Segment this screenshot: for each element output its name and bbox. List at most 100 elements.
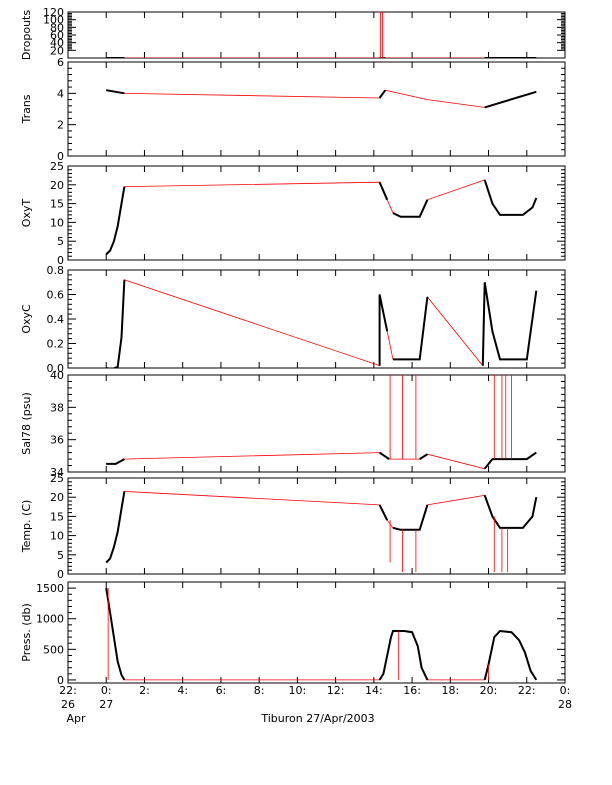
y-tick-label: 10 [50, 530, 64, 543]
panel-frame [67, 11, 566, 59]
y-tick-label: 5 [57, 549, 64, 562]
x-tick-date-label: 26 [61, 698, 75, 711]
x-axis-label: Tiburon 27/Apr/2003 [260, 712, 374, 725]
series-data-line [483, 629, 538, 681]
y-tick-label: 80 [50, 21, 64, 34]
series-data-line [106, 458, 125, 465]
y-axis-label: OxyC [20, 304, 33, 334]
x-tick-month-label: Apr [66, 712, 86, 725]
x-tick-date-label: 28 [558, 698, 572, 711]
series-data-line [481, 282, 538, 366]
y-tick-label: 0.8 [47, 264, 65, 277]
panel-frame [67, 165, 566, 261]
series-data-line [105, 186, 126, 256]
series [106, 279, 538, 368]
y-tick-label: 0 [57, 254, 64, 267]
panel: 0 5 10 15 20 25 OxyT [20, 160, 566, 267]
panel-frame [67, 581, 566, 684]
series-data-line [483, 179, 538, 216]
x-tick-label: 8: [254, 684, 265, 697]
y-tick-label: 120 [43, 6, 64, 19]
y-tick-label: 0 [57, 150, 64, 163]
y-tick-label: 10 [50, 216, 64, 229]
series [106, 375, 537, 470]
panel: 0.0 0.2 0.4 0.6 0.8 OxyC [20, 264, 566, 375]
series-data-line [392, 504, 429, 531]
series-data-line [106, 279, 126, 368]
y-tick-label: 5 [57, 235, 64, 248]
y-tick-label: 38 [50, 401, 64, 414]
series-data-line [419, 453, 428, 460]
y-axis-label: Trans [20, 94, 33, 124]
y-tick-label: 1500 [36, 582, 64, 595]
y-tick-label: 20 [50, 44, 64, 57]
x-tick-date-label: 27 [99, 698, 113, 711]
series-data-line [105, 587, 126, 681]
y-axis-label: Dropouts [20, 10, 33, 60]
series-data-line [379, 451, 390, 460]
series [106, 12, 537, 58]
y-tick-label: 20 [50, 491, 64, 504]
y-tick-label: 0 [57, 568, 64, 581]
y-tick-label: 0.0 [47, 362, 65, 375]
y-tick-label: 40 [50, 369, 64, 382]
series-data-line [105, 491, 126, 564]
series-data-line [378, 89, 387, 99]
y-tick-label: 2 [57, 119, 64, 132]
panel-frame [67, 374, 566, 473]
y-tick-label: 60 [50, 29, 64, 42]
series [106, 89, 537, 109]
series-data-line [378, 181, 389, 201]
panel: 0 2 4 6 Trans [20, 56, 566, 163]
y-tick-label: 36 [50, 434, 64, 447]
y-axis-label: OxyT [20, 199, 33, 228]
series-connector-line [105, 179, 537, 255]
y-tick-label: 500 [43, 643, 64, 656]
series [105, 490, 538, 573]
y-tick-label: 0.4 [47, 313, 65, 326]
y-tick-label: 25 [50, 160, 64, 173]
series-data-line [393, 296, 429, 361]
series-data-line [483, 451, 537, 470]
x-tick-label: 22: [518, 684, 536, 697]
series-connector-line [106, 452, 537, 470]
panel: 34 36 38 40 Sal78 (psu) [20, 369, 566, 479]
y-tick-label: 0.2 [47, 338, 65, 351]
y-tick-label: 1000 [36, 613, 64, 626]
series-data-line [390, 630, 429, 681]
y-axis-label: Sal78 (psu) [20, 392, 33, 455]
x-tick-label: 2: [139, 684, 150, 697]
x-tick-label: 18: [441, 684, 459, 697]
chart-panels: 20406080100120Dropouts0246Trans051015202… [20, 6, 566, 687]
panel: 0 5 10 15 20 25 Temp. (C) [20, 472, 566, 581]
series-connector-line [106, 279, 537, 368]
y-tick-label: 6 [57, 56, 64, 69]
series-data-line [392, 199, 429, 218]
y-tick-label: 15 [50, 510, 64, 523]
series-connector-line [106, 89, 537, 108]
series-connector-line [105, 588, 537, 681]
series [105, 179, 538, 256]
x-tick-label: 0: [560, 684, 571, 697]
series-data-line [378, 636, 392, 681]
x-tick-label: 14: [365, 684, 383, 697]
y-tick-label: 4 [57, 87, 64, 100]
panel-frame [67, 61, 566, 157]
series-data-line [378, 504, 389, 521]
y-tick-label: 15 [50, 198, 64, 211]
y-tick-label: 20 [50, 179, 64, 192]
y-tick-label: 34 [50, 466, 64, 479]
y-axis-label: Temp. (C) [20, 500, 33, 554]
series-data-line [378, 294, 389, 366]
series [105, 587, 538, 681]
series-data-line [106, 89, 125, 95]
y-axis-label: Press. (db) [20, 603, 33, 662]
x-tick-label: 12: [327, 684, 345, 697]
y-tick-label: 0 [57, 674, 64, 687]
y-tick-label: 25 [50, 472, 64, 485]
y-tick-label: 100 [43, 14, 64, 27]
x-tick-label: 4: [177, 684, 188, 697]
